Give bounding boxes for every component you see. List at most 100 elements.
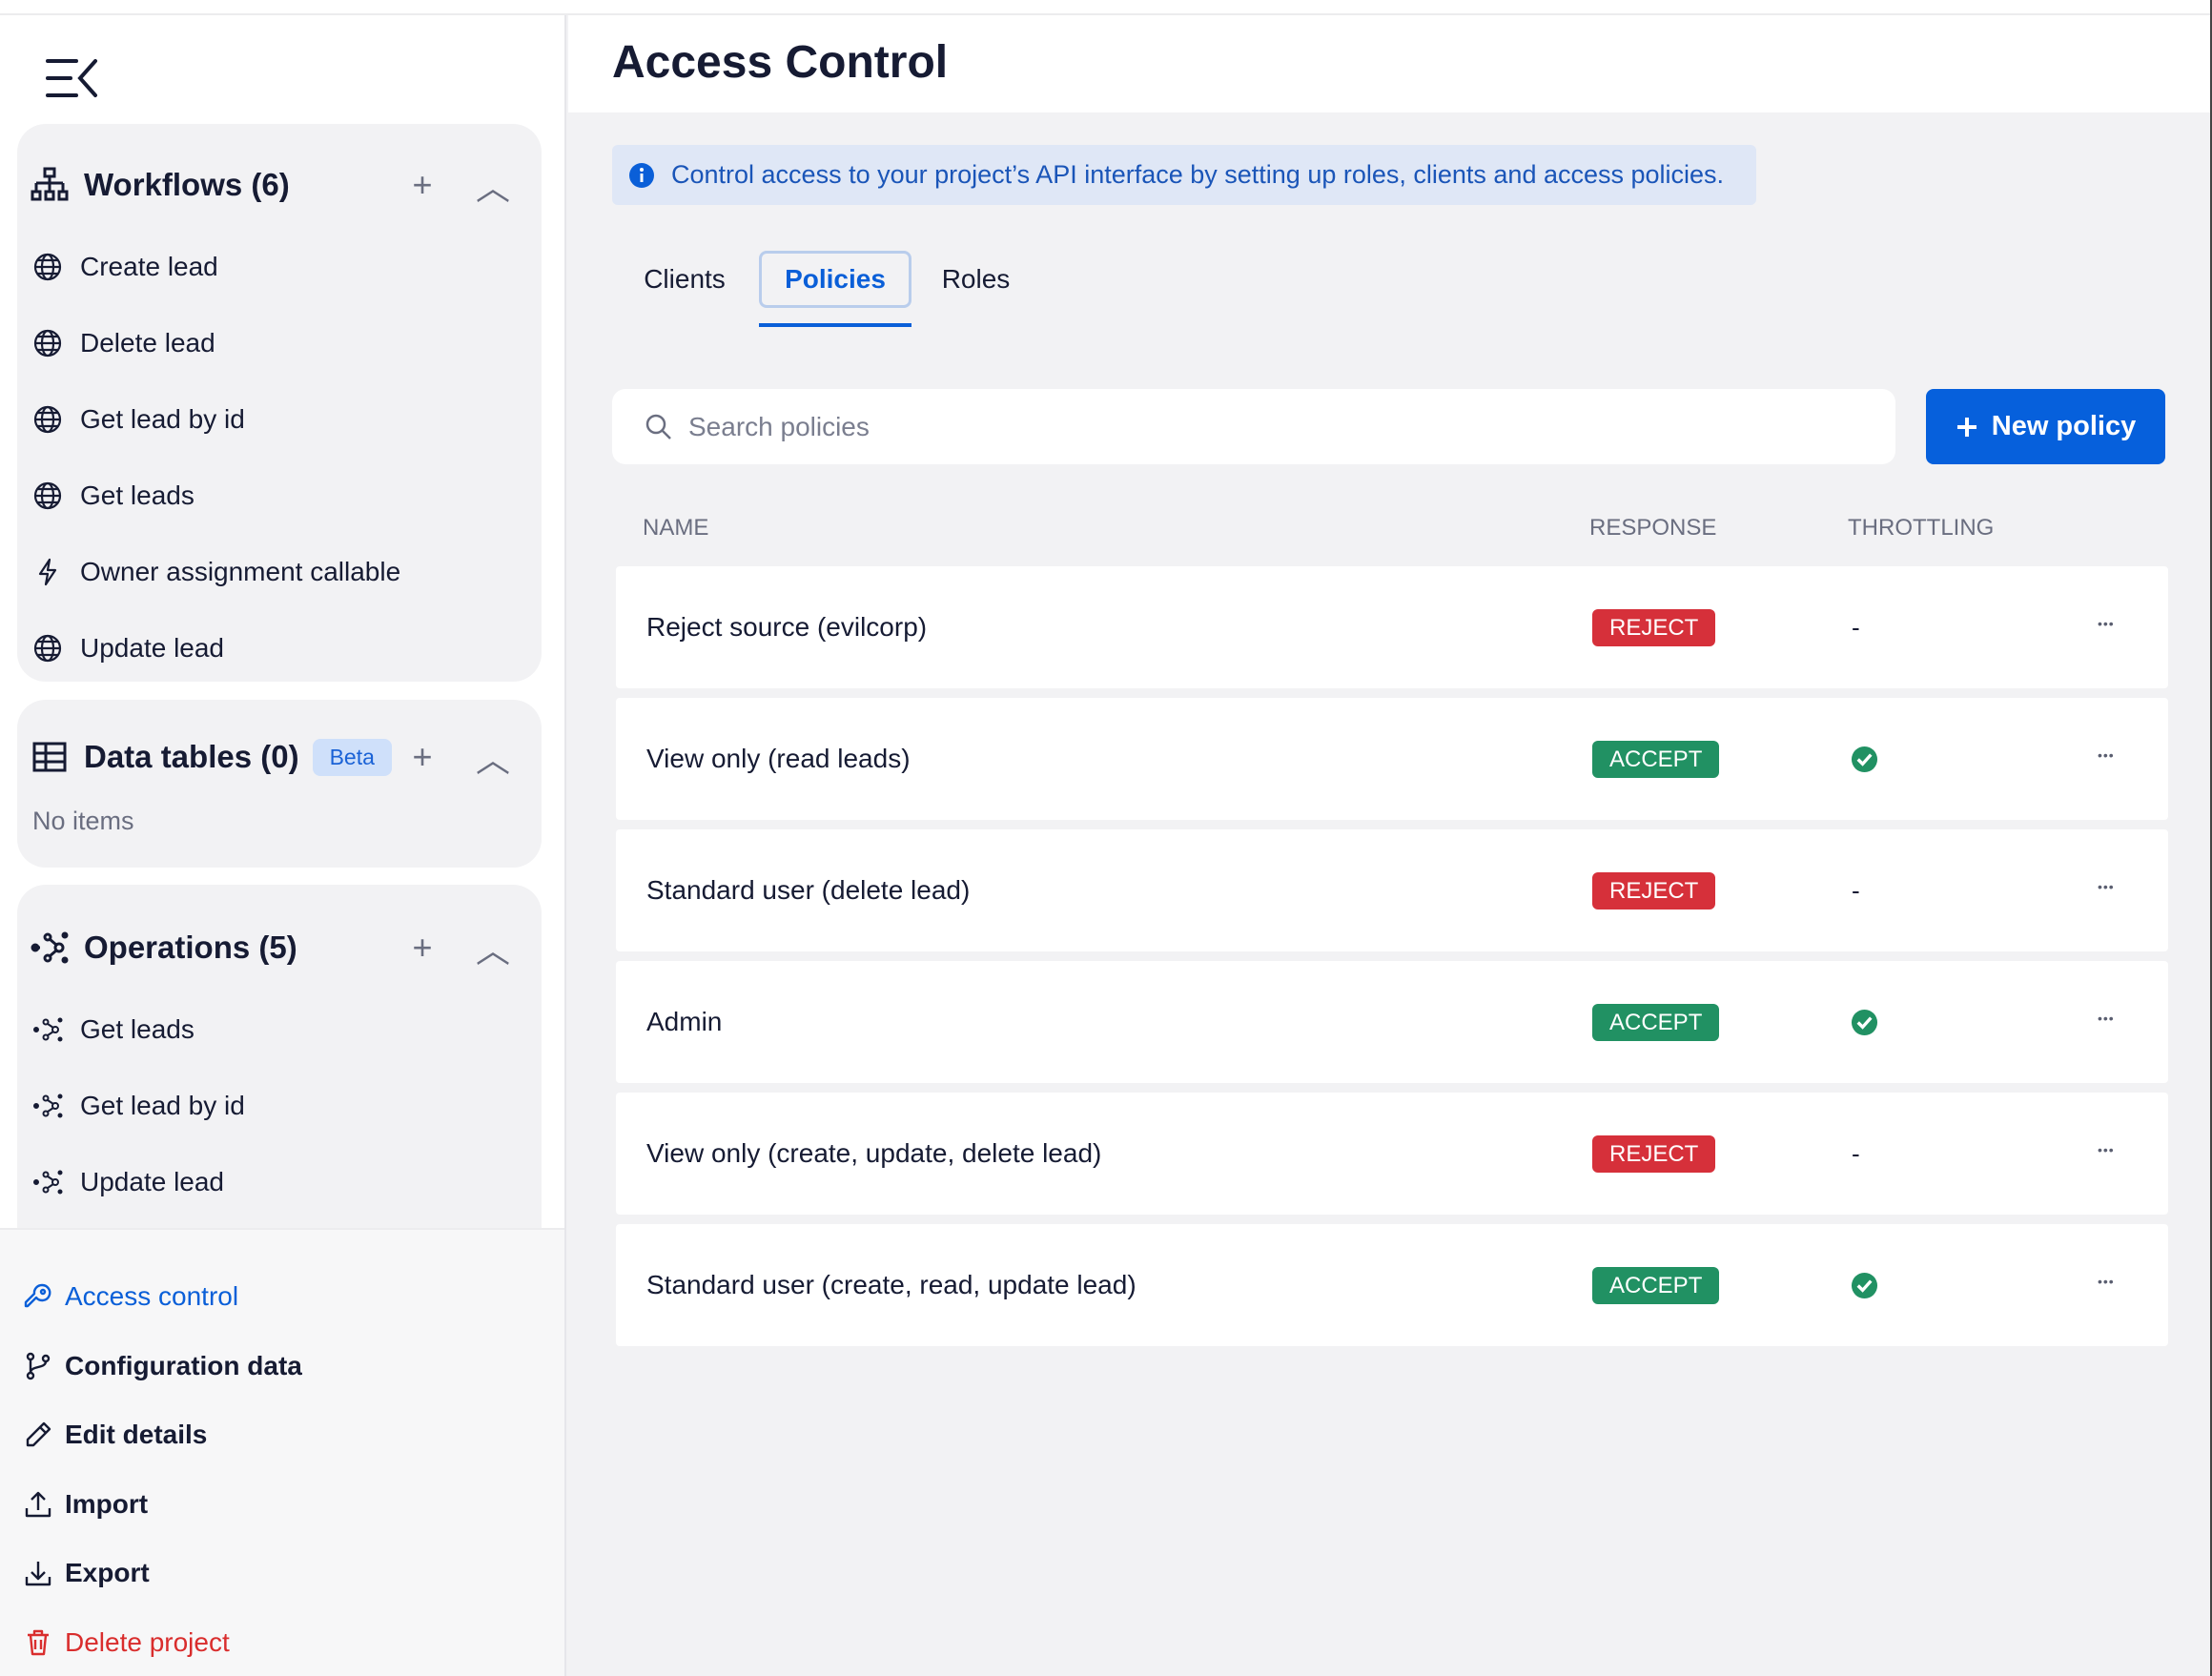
policy-name: View only (create, update, delete lead) bbox=[646, 1138, 1102, 1168]
globe-icon bbox=[33, 253, 62, 281]
column-header-response: RESPONSE bbox=[1589, 515, 1717, 541]
window-edge bbox=[2210, 0, 2212, 1676]
sidebar-item-workflow[interactable]: Get leads bbox=[32, 472, 195, 520]
sidebar-item-workflow[interactable]: Get lead by id bbox=[32, 396, 245, 443]
page-title: Access Control bbox=[612, 37, 949, 88]
download-icon bbox=[25, 1562, 51, 1586]
menu-edit-details[interactable]: Edit details bbox=[23, 1413, 207, 1457]
menu-label: Configuration data bbox=[65, 1350, 302, 1380]
data-tables-title: Data tables (0) bbox=[84, 739, 299, 774]
add-workflow-button[interactable]: + bbox=[412, 165, 433, 204]
operations-title: Operations (5) bbox=[84, 930, 297, 965]
menu-configuration-data[interactable]: Configuration data bbox=[23, 1344, 302, 1388]
column-header-throttling: THROTTLING bbox=[1848, 515, 1995, 541]
collapse-workflows-button[interactable]: ︿ bbox=[475, 168, 510, 207]
row-more-options-button[interactable]: ••• bbox=[2098, 1011, 2115, 1026]
no-items-text: No items bbox=[32, 807, 134, 835]
sidebar-item-operation[interactable]: Get lead by id bbox=[32, 1082, 245, 1130]
info-icon bbox=[629, 162, 654, 188]
policy-name: Standard user (delete lead) bbox=[646, 875, 971, 905]
sidebar-item-workflow[interactable]: Create lead bbox=[32, 243, 218, 291]
upload-icon bbox=[25, 1491, 51, 1517]
operations-icon bbox=[31, 931, 69, 964]
new-policy-button[interactable]: New policy bbox=[1926, 389, 2165, 464]
collapse-operations-button[interactable]: ︿ bbox=[475, 930, 510, 970]
response-badge: REJECT bbox=[1592, 872, 1716, 910]
sidebar-item-workflow[interactable]: Owner assignment callable bbox=[32, 548, 400, 596]
operation-icon bbox=[33, 1170, 63, 1195]
sidebar-item-label: Get leads bbox=[80, 1014, 195, 1044]
table-row[interactable]: Standard user (create, read, update lead… bbox=[616, 1224, 2168, 1346]
table-row[interactable]: View only (read leads) ACCEPT ••• bbox=[616, 698, 2168, 820]
sidebar-item-label: Update lead bbox=[80, 633, 225, 663]
workflows-section: Workflows (6) + ︿ Create lead Delete lead G… bbox=[17, 124, 542, 682]
key-icon bbox=[24, 1283, 51, 1308]
table-row[interactable]: Admin ACCEPT ••• bbox=[616, 961, 2168, 1083]
menu-delete-project[interactable]: Delete project bbox=[23, 1621, 230, 1665]
sidebar: Workflows (6) + ︿ Create lead Delete lead G… bbox=[0, 15, 566, 1676]
info-banner: Control access to your project’s API int… bbox=[612, 145, 1756, 205]
column-header-name: NAME bbox=[643, 515, 709, 541]
workflows-title: Workflows (6) bbox=[84, 167, 290, 202]
sidebar-item-label: Delete lead bbox=[80, 328, 215, 358]
branch-icon bbox=[26, 1352, 51, 1380]
menu-import[interactable]: Import bbox=[23, 1482, 148, 1526]
row-more-options-button[interactable]: ••• bbox=[2098, 1142, 2115, 1157]
operations-section: Operations (5) + ︿ Get leads Get lead by i… bbox=[17, 885, 542, 1266]
sidebar-item-label: Owner assignment callable bbox=[80, 557, 401, 586]
sidebar-item-operation[interactable]: Get leads bbox=[32, 1006, 195, 1053]
operation-icon bbox=[33, 1093, 63, 1118]
policy-name: View only (read leads) bbox=[646, 744, 911, 773]
data-tables-section: Data tables (0) Beta + ︿ No items bbox=[17, 700, 542, 868]
sidebar-item-operation[interactable]: Update lead bbox=[32, 1158, 224, 1206]
globe-icon bbox=[33, 481, 62, 510]
plus-icon bbox=[1956, 417, 1976, 437]
row-more-options-button[interactable]: ••• bbox=[2098, 1274, 2115, 1289]
window-top-bar bbox=[0, 0, 2212, 15]
throttling-enabled-check-icon bbox=[1851, 1272, 1878, 1299]
collapse-sidebar-icon[interactable] bbox=[46, 57, 99, 99]
menu-export[interactable]: Export bbox=[23, 1551, 150, 1595]
menu-label: Import bbox=[65, 1488, 149, 1519]
pencil-icon bbox=[26, 1421, 51, 1447]
add-operation-button[interactable]: + bbox=[412, 928, 433, 967]
table-row[interactable]: Reject source (evilcorp) REJECT - ••• bbox=[616, 566, 2168, 688]
workflow-tree-icon bbox=[31, 167, 69, 201]
search-field[interactable] bbox=[612, 389, 1895, 464]
tab-policies[interactable]: Policies bbox=[759, 251, 911, 308]
response-badge: REJECT bbox=[1592, 1135, 1716, 1173]
sidebar-item-workflow[interactable]: Update lead bbox=[32, 624, 224, 672]
globe-icon bbox=[33, 329, 62, 358]
sidebar-item-label: Get lead by id bbox=[80, 404, 245, 434]
throttling-value: - bbox=[1852, 876, 1860, 905]
response-badge: ACCEPT bbox=[1592, 741, 1720, 778]
policy-name: Standard user (create, read, update lead… bbox=[646, 1270, 1137, 1299]
sidebar-item-workflow[interactable]: Delete lead bbox=[32, 319, 215, 367]
response-badge: ACCEPT bbox=[1592, 1004, 1720, 1041]
lightning-icon bbox=[38, 558, 57, 586]
globe-icon bbox=[33, 634, 62, 663]
add-data-table-button[interactable]: + bbox=[412, 737, 433, 776]
new-policy-label: New policy bbox=[1991, 411, 2137, 441]
page-header: Access Control bbox=[568, 15, 2210, 112]
tab-clients[interactable]: Clients bbox=[644, 264, 726, 294]
menu-label: Export bbox=[65, 1558, 150, 1587]
throttling-enabled-check-icon bbox=[1851, 1009, 1878, 1036]
sidebar-item-label: Get leads bbox=[80, 480, 195, 510]
menu-access-control[interactable]: Access control bbox=[23, 1275, 238, 1318]
row-more-options-button[interactable]: ••• bbox=[2098, 879, 2115, 894]
menu-label: Access control bbox=[65, 1281, 239, 1311]
policy-name: Reject source (evilcorp) bbox=[646, 612, 928, 642]
info-banner-text: Control access to your project’s API int… bbox=[671, 160, 1725, 189]
tab-roles[interactable]: Roles bbox=[941, 264, 1011, 294]
table-row[interactable]: Standard user (delete lead) REJECT - ••• bbox=[616, 829, 2168, 951]
search-input[interactable] bbox=[688, 411, 1833, 442]
table-row[interactable]: View only (create, update, delete lead) R… bbox=[616, 1093, 2168, 1215]
menu-label: Edit details bbox=[65, 1420, 208, 1449]
collapse-data-tables-button[interactable]: ︿ bbox=[475, 740, 510, 779]
table-icon bbox=[32, 742, 67, 772]
row-more-options-button[interactable]: ••• bbox=[2098, 616, 2115, 631]
throttling-value: - bbox=[1852, 1139, 1860, 1168]
operation-icon bbox=[33, 1017, 63, 1042]
row-more-options-button[interactable]: ••• bbox=[2098, 747, 2115, 763]
